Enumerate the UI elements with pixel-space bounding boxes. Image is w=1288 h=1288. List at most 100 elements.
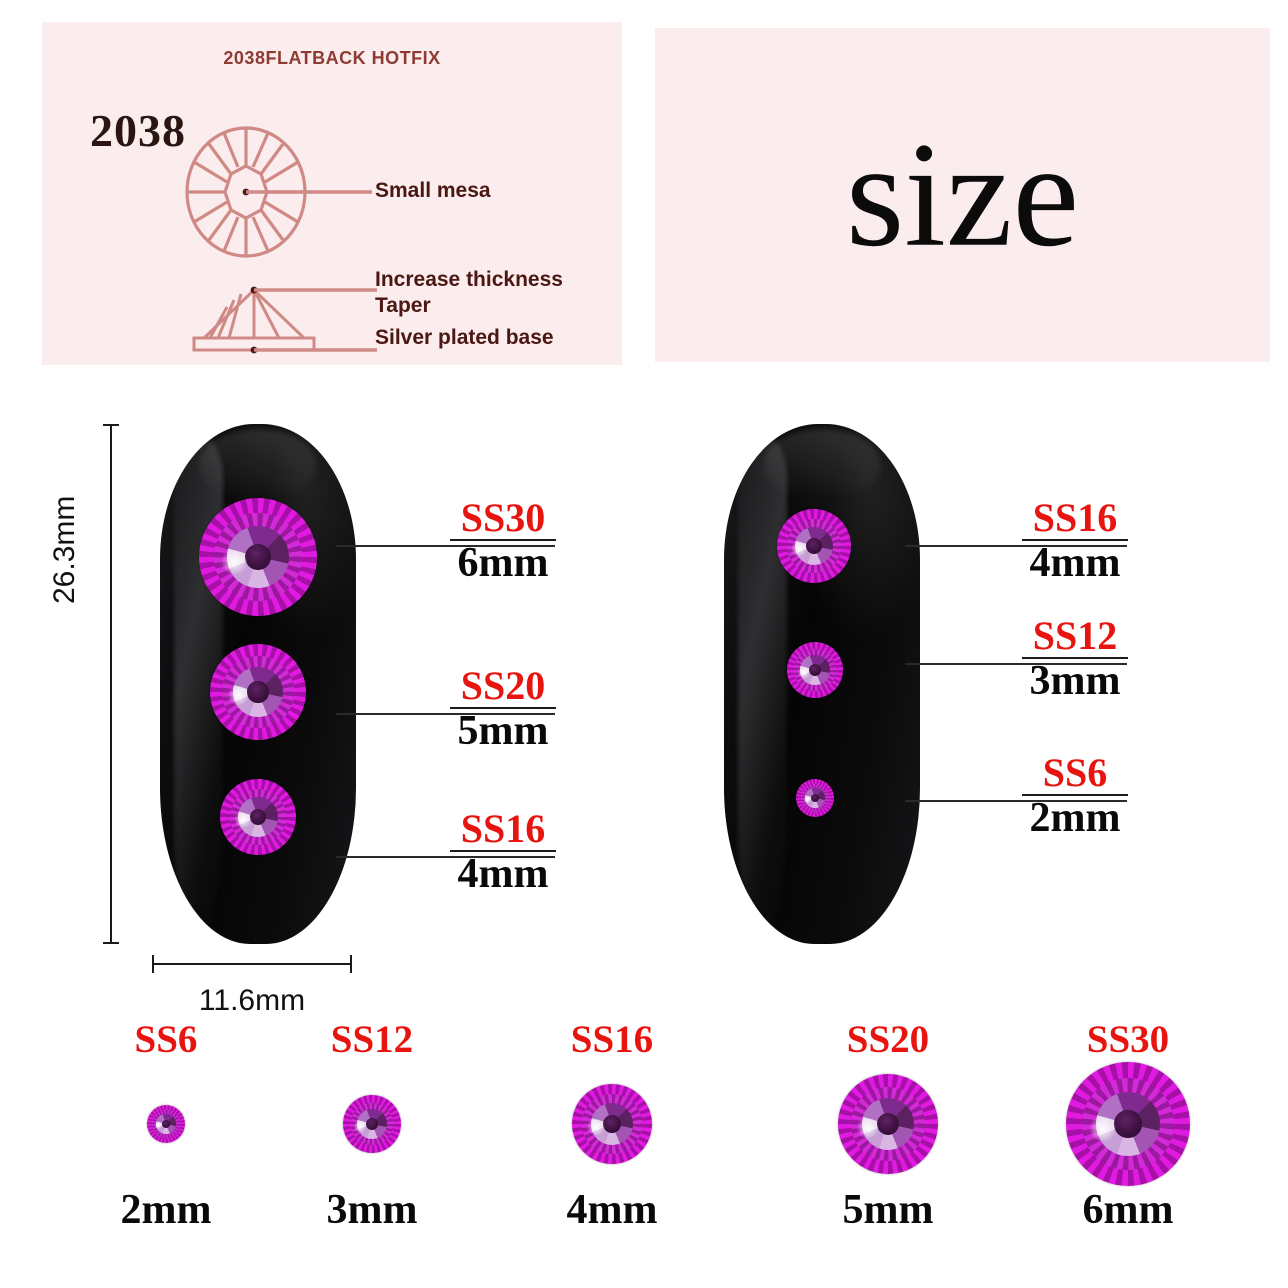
sample-stone-ss20 bbox=[838, 1074, 938, 1174]
nail-swatch-large bbox=[160, 424, 356, 944]
callout-ss-label: SS12 bbox=[1032, 613, 1118, 658]
stone-highlight bbox=[802, 795, 812, 804]
annotation-small-mesa: Small mesa bbox=[375, 179, 491, 202]
stone-highlight bbox=[353, 1120, 368, 1133]
spec-panel-code: 2038 bbox=[90, 105, 186, 156]
sample-ss-label: SS12 bbox=[330, 1018, 414, 1061]
nail-top-sheen bbox=[199, 429, 317, 502]
sample-ss-label: SS16 bbox=[570, 1018, 654, 1061]
size-panel: size bbox=[655, 28, 1270, 362]
width-dimension-line bbox=[152, 963, 352, 965]
callout-mm-label: 4mm bbox=[1029, 539, 1121, 586]
stone-highlight bbox=[227, 686, 251, 706]
stone-ss16-on-nail bbox=[777, 509, 851, 583]
leader-line bbox=[905, 663, 1127, 665]
height-dimension-tick-bottom bbox=[103, 942, 119, 944]
callout-rule bbox=[450, 849, 556, 852]
callout-mm-label: 5mm bbox=[457, 707, 549, 754]
callout-mm-label: 3mm bbox=[1029, 657, 1121, 704]
stone-highlight bbox=[1088, 1116, 1119, 1142]
stone-highlight bbox=[153, 1121, 163, 1130]
sample-stone-ss16 bbox=[572, 1084, 652, 1164]
stone-table bbox=[161, 1119, 171, 1129]
width-dimension-tick-left bbox=[152, 955, 154, 973]
sample-stone-wrap bbox=[66, 1059, 266, 1189]
leader-line bbox=[905, 545, 1127, 547]
sample-stone-wrap bbox=[512, 1059, 712, 1189]
nail-height-label: 26.3mm bbox=[48, 495, 81, 604]
callout-rule bbox=[450, 538, 556, 541]
sample-ss-label: SS6 bbox=[134, 1018, 198, 1061]
callout-ss-label: SS30 bbox=[460, 495, 546, 540]
sample-ss16: SS16 4mm bbox=[512, 1020, 712, 1231]
callout-ss-label: SS6 bbox=[1042, 750, 1108, 795]
annotation-increase-thickness: Increase thickness bbox=[375, 268, 563, 291]
sample-stone-wrap bbox=[272, 1059, 472, 1189]
stone-table bbox=[877, 1113, 899, 1135]
stone-highlight bbox=[856, 1118, 880, 1138]
callout-ss-label: SS16 bbox=[1032, 495, 1118, 540]
callout-mm-label: 6mm bbox=[457, 539, 549, 586]
size-sample-row: SS6 2mm SS12 3mm SS16 bbox=[0, 1020, 1288, 1288]
sample-ss6: SS6 2mm bbox=[66, 1020, 266, 1231]
width-dimension-tick-right bbox=[350, 955, 352, 973]
annotation-taper: Taper bbox=[375, 294, 431, 317]
callout-mm-label: 2mm bbox=[1029, 794, 1121, 841]
sample-mm-label: 4mm bbox=[566, 1187, 658, 1233]
stone-ss30-on-nail bbox=[199, 498, 317, 616]
sample-stone-ss6 bbox=[147, 1105, 185, 1143]
stone-ss20-on-nail bbox=[210, 644, 306, 740]
sample-ss-label: SS30 bbox=[1086, 1018, 1170, 1061]
stone-table bbox=[247, 681, 269, 703]
sample-ss-label: SS20 bbox=[846, 1018, 930, 1061]
stone-table bbox=[805, 537, 823, 555]
callout-rule bbox=[450, 706, 556, 709]
leader-line bbox=[336, 856, 555, 858]
sample-mm-label: 5mm bbox=[842, 1187, 934, 1233]
callout-rule bbox=[1022, 538, 1128, 541]
nail-top-sheen bbox=[763, 429, 881, 502]
spec-panel-title: 2038FLATBACK HOTFIX bbox=[223, 48, 441, 68]
stone-table bbox=[1114, 1110, 1142, 1138]
sample-ss20: SS20 5mm bbox=[788, 1020, 988, 1231]
leader-line bbox=[336, 713, 555, 715]
stone-highlight bbox=[233, 812, 252, 828]
callout-rule bbox=[1022, 793, 1128, 796]
stone-table bbox=[365, 1117, 379, 1131]
stone-table bbox=[808, 663, 822, 677]
stone-highlight bbox=[586, 1119, 606, 1136]
sample-mm-label: 2mm bbox=[120, 1187, 212, 1233]
flatback-side-view-icon bbox=[192, 286, 377, 354]
flatback-top-view-icon bbox=[185, 126, 372, 258]
sample-mm-label: 3mm bbox=[326, 1187, 418, 1233]
sample-stone-wrap bbox=[788, 1059, 988, 1189]
stone-table bbox=[810, 793, 820, 803]
callout-ss-label: SS20 bbox=[460, 663, 546, 708]
sample-ss12: SS12 3mm bbox=[272, 1020, 472, 1231]
sample-stone-wrap bbox=[1028, 1059, 1228, 1189]
leader-line bbox=[336, 545, 555, 547]
stone-highlight bbox=[797, 666, 811, 678]
stone-highlight bbox=[790, 541, 809, 557]
callout-mm-label: 4mm bbox=[457, 850, 549, 897]
stone-ss16-on-nail bbox=[220, 779, 296, 855]
stone-ss12-on-nail bbox=[787, 642, 843, 698]
annotation-silver-plated-base: Silver plated base bbox=[375, 326, 554, 349]
nail-swatch-small bbox=[724, 424, 920, 944]
stone-highlight bbox=[220, 549, 249, 574]
callout-rule bbox=[1022, 656, 1128, 659]
height-dimension-tick-top bbox=[103, 424, 119, 426]
sample-ss30: SS30 6mm bbox=[1028, 1020, 1228, 1231]
callout-ss-label: SS16 bbox=[460, 806, 546, 851]
height-dimension-line bbox=[110, 424, 112, 944]
sample-stone-ss12 bbox=[343, 1095, 401, 1153]
size-heading: size bbox=[845, 111, 1080, 278]
nail-width-label: 11.6mm bbox=[198, 984, 306, 1017]
nail-gloss-highlight bbox=[737, 434, 787, 934]
sample-stone-ss30 bbox=[1066, 1062, 1190, 1186]
stone-table bbox=[245, 544, 271, 570]
spec-panel: 2038FLATBACK HOTFIX 2038 bbox=[42, 22, 622, 365]
sample-mm-label: 6mm bbox=[1082, 1187, 1174, 1233]
leader-line bbox=[905, 800, 1127, 802]
stone-table bbox=[603, 1115, 621, 1133]
